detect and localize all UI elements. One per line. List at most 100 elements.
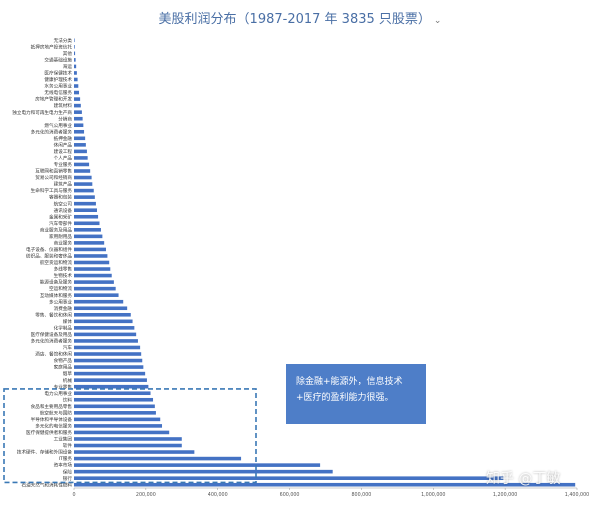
category-label: 空运和物流 <box>49 285 72 292</box>
category-label: 多元化的消费者服务 <box>31 128 73 135</box>
bar <box>74 482 576 487</box>
bar <box>74 110 82 114</box>
category-label: 电子设备、仪器和组件 <box>26 246 72 253</box>
x-tick-label: 1,400,000 <box>565 492 589 498</box>
category-label: 烟草 <box>63 370 73 377</box>
category-label: 商业服务及用品 <box>40 226 73 233</box>
bar <box>74 228 101 232</box>
bar <box>74 306 128 311</box>
bars-group <box>74 38 576 487</box>
bar <box>74 143 86 147</box>
bar <box>74 345 141 350</box>
category-label: 其他 <box>63 50 73 57</box>
bar <box>74 208 97 212</box>
x-tick-label: 400,000 <box>208 492 228 498</box>
category-label: 专业零售 <box>54 383 73 390</box>
bar <box>74 156 88 160</box>
bar <box>74 411 156 415</box>
category-label: 家用耐用品 <box>49 233 72 240</box>
x-tick-label: 1,000,000 <box>421 492 445 498</box>
bar <box>74 136 86 141</box>
category-label: 食物产品 <box>54 357 73 364</box>
bar <box>74 64 77 69</box>
category-label: 航空公司 <box>54 200 73 207</box>
bar <box>74 358 143 363</box>
category-label: 海运 <box>63 63 73 70</box>
bar <box>74 280 114 284</box>
x-tick-label: 800,000 <box>352 492 372 498</box>
bar <box>74 417 161 422</box>
category-label: 资本市场 <box>54 462 73 469</box>
category-labels: 石油天然气和消耗性燃料银行保险资本市场IT服务技术硬件、存储和外围设备软件工业集… <box>12 37 72 488</box>
category-label: 通讯设备 <box>54 207 73 214</box>
bar <box>74 149 87 154</box>
category-label: 医疗保健设备及用品 <box>31 331 73 338</box>
category-label: 多公用事业 <box>49 298 72 305</box>
category-label: 交通基础设施 <box>44 56 72 63</box>
bar <box>74 371 146 376</box>
bar <box>74 84 79 88</box>
x-tick-label: 0 <box>72 492 75 498</box>
category-label: 纺织品、服装和奢侈品 <box>26 253 72 260</box>
category-label: 家庭用品 <box>54 364 73 371</box>
category-label: 房地产管理和开发 <box>35 96 72 103</box>
category-label: 休闲产品 <box>54 141 73 148</box>
bar <box>74 443 182 448</box>
bar <box>74 437 182 441</box>
category-label: 医疗保健技术 <box>44 70 72 77</box>
category-label: 酒店、餐馆和休闲 <box>35 351 72 358</box>
category-label: 容器和包装 <box>49 194 72 201</box>
category-label: 互动媒体和服务 <box>40 292 73 299</box>
category-label: 媒体 <box>63 318 73 325</box>
bar <box>74 339 138 343</box>
category-label: 保险 <box>63 468 73 475</box>
bar <box>74 286 116 291</box>
category-label: 汽车 <box>63 344 73 351</box>
bar <box>74 234 103 239</box>
category-label: 建筑产品 <box>54 181 73 188</box>
bar <box>74 450 195 454</box>
chart-title: 美股利润分布（1987-2017 年 3835 只股票） ⌄ <box>0 8 600 27</box>
bar <box>74 273 112 278</box>
category-label: 航空货运和物流 <box>40 259 73 266</box>
chart-title-text: 美股利润分布（1987-2017 年 3835 只股票） <box>158 12 431 27</box>
bar <box>74 169 91 173</box>
bar <box>74 352 142 356</box>
bar <box>74 241 105 245</box>
bar <box>74 182 93 186</box>
x-tick-label: 600,000 <box>280 492 300 498</box>
bar <box>74 51 76 56</box>
category-label: 工业集团 <box>54 436 73 443</box>
category-label: 软件 <box>63 442 73 449</box>
category-label: 生物技术 <box>54 272 73 279</box>
bar <box>74 384 149 389</box>
bar <box>74 58 76 62</box>
bar <box>74 71 77 75</box>
bar <box>74 201 96 206</box>
chevron-down-icon[interactable]: ⌄ <box>433 16 442 26</box>
category-label: 贸易公司和经销商 <box>35 174 72 181</box>
bar <box>74 365 144 369</box>
category-label: 半导体和半导体设备 <box>31 416 73 423</box>
bar <box>74 424 163 428</box>
bar <box>74 293 119 297</box>
bar <box>74 267 111 271</box>
category-label: 技术硬件、存储和外围设备 <box>17 449 73 456</box>
category-label: 航空航天与国防 <box>40 409 73 416</box>
x-tick-label: 1,200,000 <box>493 492 517 498</box>
category-label: 金属和采矿 <box>49 213 72 220</box>
bar <box>74 103 81 108</box>
x-tick-label: 200,000 <box>136 492 156 498</box>
category-label: 无线电信服务 <box>44 89 72 96</box>
category-label: 个人产品 <box>54 155 73 162</box>
bar <box>74 378 147 382</box>
bar <box>74 175 92 180</box>
category-label: 建筑材料 <box>54 102 73 109</box>
bar <box>74 430 170 435</box>
bar <box>74 312 131 317</box>
category-label: 多线零售 <box>54 266 73 273</box>
category-label: 汽车零部件 <box>49 220 72 227</box>
bar <box>74 463 321 467</box>
bar <box>74 456 242 461</box>
bar <box>74 391 151 396</box>
